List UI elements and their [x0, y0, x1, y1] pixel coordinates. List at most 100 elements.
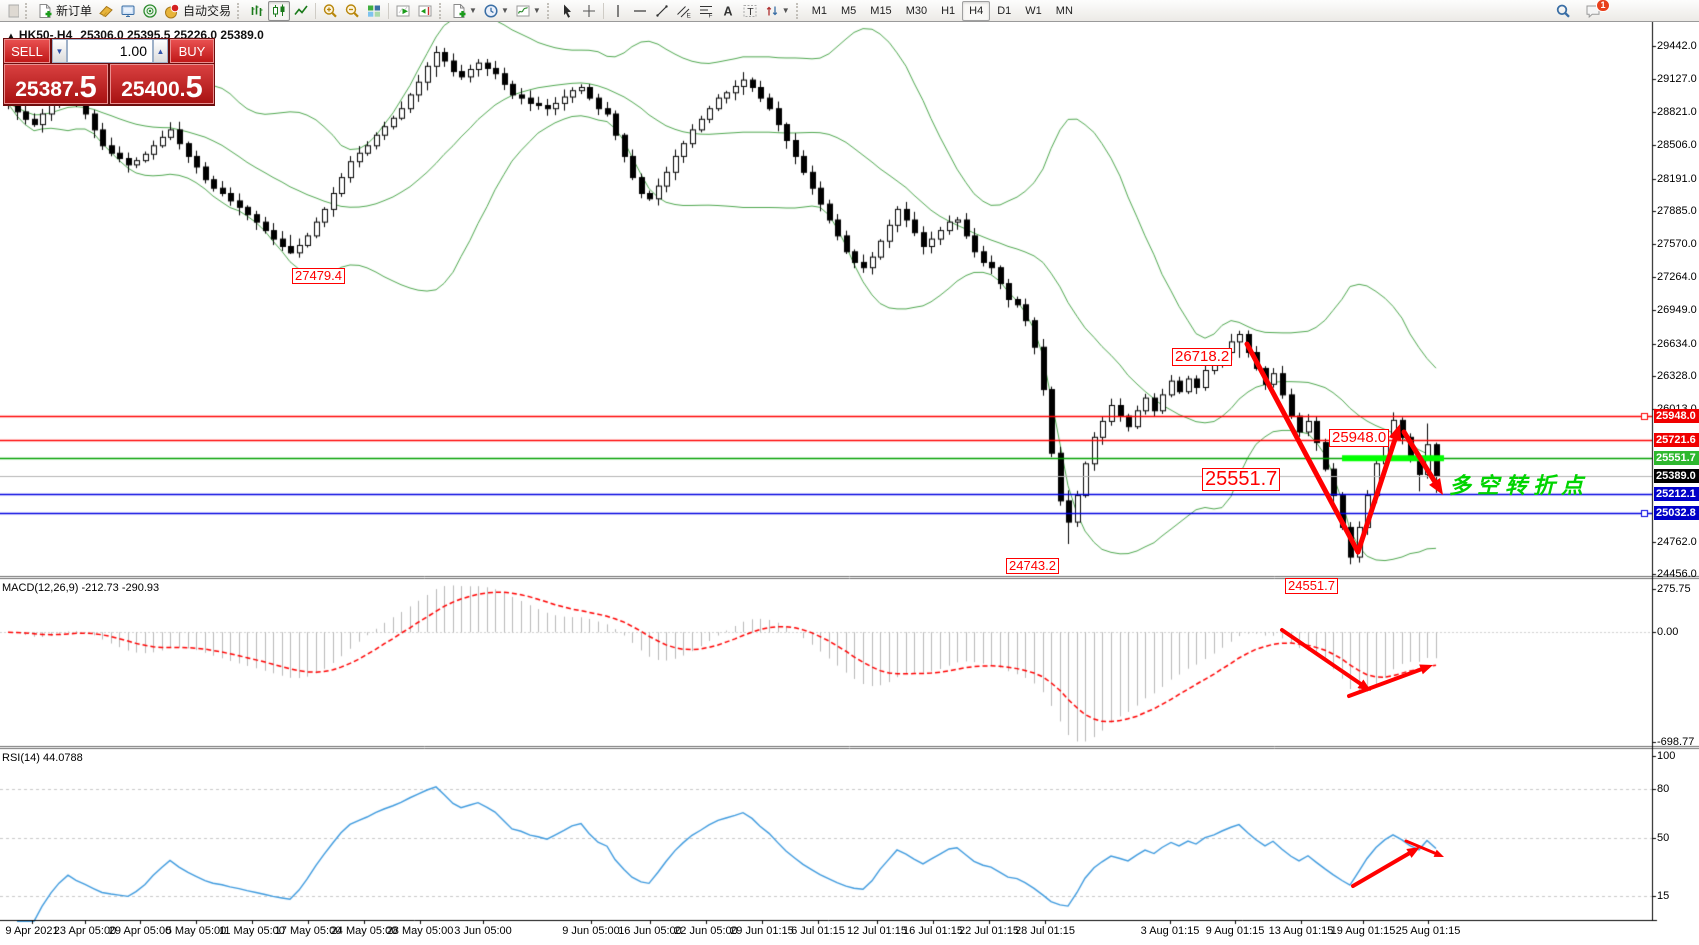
price-axis-label: 26634.0	[1657, 337, 1697, 350]
zoom-in-icon	[323, 3, 337, 17]
bar-chart-button[interactable]	[246, 1, 268, 21]
svg-text:E: E	[686, 12, 691, 19]
fibonacci-button[interactable]: F	[695, 1, 717, 21]
timeframe-d1[interactable]: D1	[997, 4, 1012, 17]
timeframe-h4[interactable]: H4	[962, 0, 991, 21]
shiftend-icon	[418, 5, 432, 16]
search-icon	[1556, 4, 1570, 18]
date-axis-label: 22 Jun 05:00	[674, 925, 738, 937]
date-axis-label: 3 Jun 05:00	[454, 925, 512, 937]
buy-price[interactable]: 25400. 5	[110, 64, 214, 104]
chat-button[interactable]: 1	[1582, 0, 1610, 21]
periods-button[interactable]: ▼	[480, 1, 512, 21]
price-callout-label[interactable]: 24743.2	[1006, 558, 1059, 574]
volume-increase-button[interactable]: ▲	[153, 39, 168, 63]
auto-scroll-button[interactable]	[392, 1, 414, 21]
price-axis-label: 24762.0	[1657, 536, 1697, 549]
vline-button[interactable]	[607, 1, 629, 21]
sell-button[interactable]: SELL	[4, 39, 50, 63]
price-badge: 25032.8	[1654, 506, 1699, 521]
volume-decrease-button[interactable]: ▼	[52, 39, 67, 63]
timeframe-h1[interactable]: H1	[941, 4, 956, 17]
candlestick-button[interactable]	[268, 0, 291, 21]
autotrade-button-label: 自动交易	[183, 4, 232, 18]
rsi-axis-label: 15	[1657, 890, 1670, 903]
date-axis-label: 25 Aug 01:15	[1395, 925, 1461, 937]
date-axis-label: 29 Jun 01:15	[730, 925, 794, 937]
timeframe-mn[interactable]: MN	[1055, 4, 1073, 17]
chart-shift-button[interactable]	[414, 1, 436, 21]
price-axis-label: 24456.0	[1657, 568, 1697, 581]
price-callout-label[interactable]: 25948.0	[1329, 429, 1390, 447]
toolbar-separator	[602, 2, 604, 19]
price-axis-label: 29442.0	[1657, 39, 1697, 52]
price-axis-label: 26949.0	[1657, 304, 1697, 317]
autotrade-button[interactable]: 自动交易	[161, 1, 234, 21]
chart-canvas	[0, 22, 1699, 945]
macd-indicator-label: MACD(12,26,9) -212.73 -290.93	[2, 582, 160, 594]
date-axis-label: 28 Jul 01:15	[1015, 925, 1075, 937]
new-order-button[interactable]: 新订单	[34, 1, 95, 21]
tline-icon	[656, 4, 668, 17]
buy-price-value: 5	[185, 68, 203, 104]
buy-price-value: .	[179, 78, 186, 101]
toolbar-grip	[546, 2, 553, 19]
macd-axis-label: 275.75	[1657, 582, 1691, 595]
price-axis-label: 28506.0	[1657, 139, 1697, 152]
date-axis-label: 16 Jul 01:15	[903, 925, 963, 937]
channel-icon: E	[676, 5, 691, 19]
text-button[interactable]: A	[717, 1, 739, 21]
timeframe-m30[interactable]: M30	[905, 4, 928, 17]
price-axis-label: 28191.0	[1657, 172, 1697, 185]
svg-text:A: A	[723, 4, 732, 18]
dropdown-arrow-icon: ▼	[781, 6, 790, 15]
chart-window: ▲ HK50-,H4 25306.0 25395.5 25226.0 25389…	[0, 22, 1699, 945]
cursor-icon	[563, 4, 571, 18]
price-axis-label: 27264.0	[1657, 270, 1697, 283]
rsi-axis-label: 100	[1657, 749, 1676, 762]
one-click-trading-panel: SELL ▼ 1.00 ▲ BUY 25387. 5 25400. 5	[3, 38, 215, 106]
templates-button[interactable]: ▼	[512, 1, 544, 21]
channel-button[interactable]: E	[673, 1, 695, 21]
market-watch-button[interactable]	[117, 1, 139, 21]
sell-price-value: 5	[79, 68, 97, 104]
new-chart-button[interactable]: ▼	[448, 1, 480, 21]
label-button[interactable]: T	[739, 1, 761, 21]
price-callout-label[interactable]: 24551.7	[1285, 578, 1338, 594]
date-axis-label: 9 Apr 2021	[5, 925, 59, 937]
candles-icon	[273, 4, 285, 17]
cursor-button[interactable]	[556, 1, 578, 21]
bull-bear-turning-point-note[interactable]: 多空转折点	[1449, 473, 1590, 498]
line-chart-button[interactable]	[290, 1, 312, 21]
price-callout-label[interactable]: 27479.4	[292, 268, 345, 284]
price-callout-label[interactable]: 26718.2	[1172, 348, 1233, 366]
volume-input[interactable]: 1.00	[67, 39, 153, 63]
trendline-button[interactable]	[651, 1, 673, 21]
chart-profile-button[interactable]	[95, 1, 117, 21]
macd-axis-label: -698.77	[1657, 735, 1695, 748]
sell-price[interactable]: 25387. 5	[4, 64, 108, 104]
search-button[interactable]	[1552, 1, 1574, 21]
hline-button[interactable]	[629, 1, 651, 21]
timeframe-m5[interactable]: M5	[841, 4, 857, 17]
arrows-icon	[766, 6, 778, 15]
rsi-axis-label: 80	[1657, 782, 1670, 795]
buy-button[interactable]: BUY	[170, 39, 214, 63]
zoom-in-button[interactable]	[319, 1, 341, 21]
arrows-button[interactable]: ▼	[761, 1, 793, 21]
tile-windows-button[interactable]	[363, 1, 385, 21]
toolbar-grip	[237, 2, 243, 19]
toolbar-separator	[388, 2, 390, 19]
data-window-button[interactable]	[139, 1, 161, 21]
timeframe-m1[interactable]: M1	[811, 4, 827, 17]
date-axis-label: 13 Aug 01:15	[1268, 925, 1334, 937]
bars-icon	[251, 5, 263, 16]
price-callout-label[interactable]: 25551.7	[1202, 468, 1281, 491]
crosshair-button[interactable]	[578, 1, 600, 21]
clipped-icon	[0, 1, 22, 21]
doc-plus-icon	[453, 3, 466, 18]
timeframe-m15[interactable]: M15	[870, 4, 892, 17]
zoom-out-button[interactable]	[341, 1, 363, 21]
timeframe-w1[interactable]: W1	[1025, 4, 1042, 17]
date-axis-label: 5 May 05:00	[165, 925, 227, 937]
